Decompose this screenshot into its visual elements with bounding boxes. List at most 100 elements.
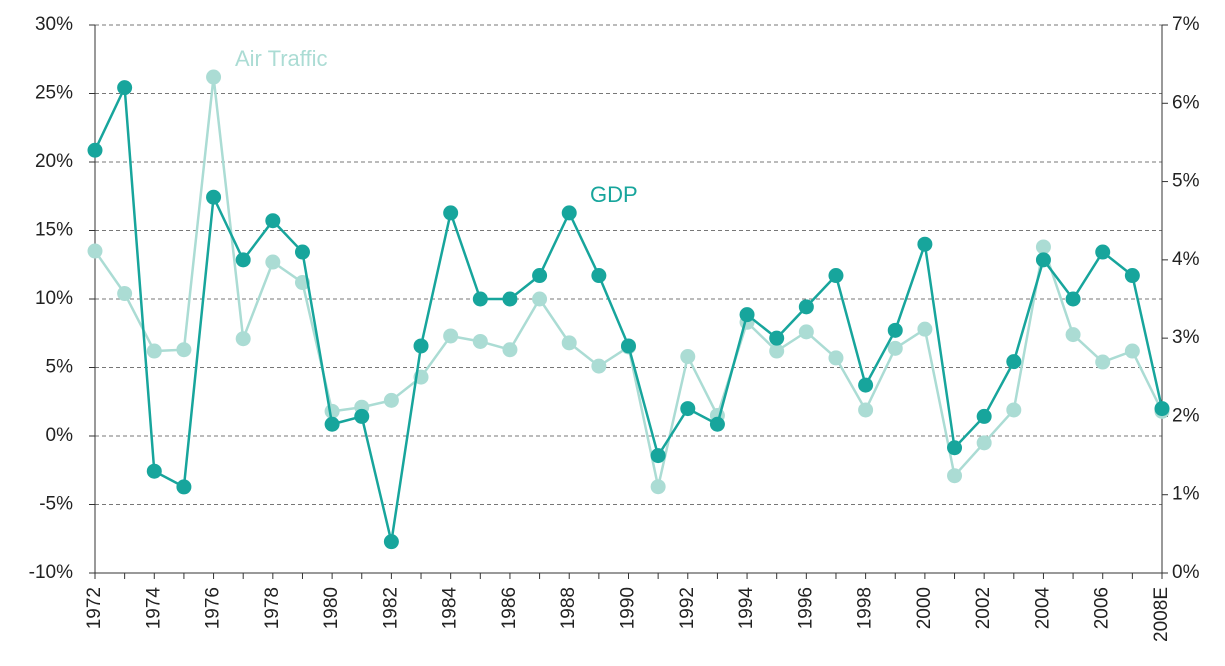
data-point (235, 331, 251, 347)
data-point (443, 328, 459, 344)
data-point (917, 321, 933, 337)
data-point (887, 322, 903, 338)
x-tick-label: 1994 (736, 587, 757, 630)
x-tick-label: 1972 (84, 587, 105, 629)
data-point (294, 244, 310, 260)
data-point (561, 335, 577, 351)
data-point (591, 268, 607, 284)
y-tick-label: -5% (39, 494, 73, 515)
y2-tick-label: 3% (1172, 327, 1200, 348)
data-point (146, 463, 162, 479)
data-point (383, 392, 399, 408)
y2-tick-label: 0% (1172, 562, 1200, 583)
x-tick-label: 1980 (321, 587, 342, 629)
series-line (93, 76, 1164, 487)
data-point (354, 408, 370, 424)
data-point (324, 416, 340, 432)
data-point (561, 205, 577, 221)
x-tick-label: 2006 (1092, 587, 1113, 629)
y2-tick-label: 6% (1172, 92, 1200, 113)
data-point (1006, 402, 1022, 418)
data-point (947, 440, 963, 456)
data-point (1065, 291, 1081, 307)
x-tick-label: 2008E (1151, 587, 1172, 642)
data-point (976, 408, 992, 424)
data-point (443, 205, 459, 221)
x-tick-label: 1976 (203, 587, 224, 629)
x-tick-label: 1986 (499, 587, 520, 629)
data-point (472, 291, 488, 307)
data-point (176, 342, 192, 358)
series-line (93, 82, 1164, 542)
data-point (798, 324, 814, 340)
data-point (383, 534, 399, 550)
data-point (947, 468, 963, 484)
data-point (87, 142, 103, 158)
data-point (976, 435, 992, 451)
x-tick-label: 1990 (618, 587, 639, 629)
data-point (176, 479, 192, 495)
y2-tick-label: 5% (1172, 171, 1200, 192)
data-point (739, 307, 755, 323)
data-point (917, 236, 933, 252)
data-point (1095, 244, 1111, 260)
data-point (621, 338, 636, 354)
data-point (206, 189, 222, 205)
x-tick-label: 2002 (973, 587, 994, 629)
data-point (502, 291, 518, 307)
x-tick-label: 2000 (914, 587, 935, 629)
x-tick-label: 1978 (262, 587, 283, 629)
x-tick-label: 1974 (143, 587, 164, 630)
data-point (828, 350, 844, 366)
data-point (650, 479, 666, 495)
data-point (146, 343, 162, 359)
data-point (1124, 268, 1140, 284)
y2-tick-label: 7% (1172, 14, 1200, 35)
y2-tick-label: 2% (1172, 405, 1200, 426)
data-point (206, 69, 222, 85)
data-point (235, 252, 251, 268)
y-tick-label: 5% (46, 357, 74, 378)
data-point (117, 286, 133, 302)
y-tick-label: 20% (35, 151, 73, 172)
data-point (798, 299, 814, 315)
x-tick-label: 1992 (677, 587, 698, 629)
data-point (1006, 354, 1022, 370)
data-point (265, 213, 281, 229)
data-point (680, 401, 696, 417)
y-tick-label: 10% (35, 288, 73, 309)
data-point (709, 416, 725, 432)
data-point (1035, 239, 1051, 255)
data-point (532, 268, 548, 284)
annotation: Air Traffic (235, 46, 328, 71)
data-point (1095, 354, 1111, 370)
data-point (502, 342, 518, 358)
data-point (1065, 327, 1081, 343)
x-tick-label: 1996 (795, 587, 816, 629)
y2-tick-label: 1% (1172, 484, 1200, 505)
data-point (532, 291, 548, 307)
data-point (413, 338, 429, 354)
y-tick-label: 25% (35, 83, 73, 104)
data-point (324, 403, 340, 419)
x-tick-label: 1988 (558, 587, 579, 629)
x-tick-label: 1982 (380, 587, 401, 629)
y-tick-label: 0% (46, 425, 74, 446)
y2-tick-label: 4% (1172, 249, 1200, 270)
data-point (858, 377, 874, 393)
data-point (769, 343, 785, 359)
data-point (265, 254, 281, 270)
data-point (87, 243, 103, 259)
x-tick-label: 2004 (1032, 587, 1053, 630)
data-point (1035, 252, 1051, 268)
data-point (1154, 401, 1170, 417)
y-tick-label: 30% (35, 14, 73, 35)
data-point (591, 358, 607, 374)
annotation: GDP (590, 182, 638, 207)
x-tick-label: 1998 (855, 587, 876, 629)
data-point (858, 402, 874, 418)
data-point (1124, 343, 1140, 359)
y-tick-label: -10% (29, 562, 73, 583)
data-point (117, 80, 133, 96)
data-point (769, 330, 785, 346)
